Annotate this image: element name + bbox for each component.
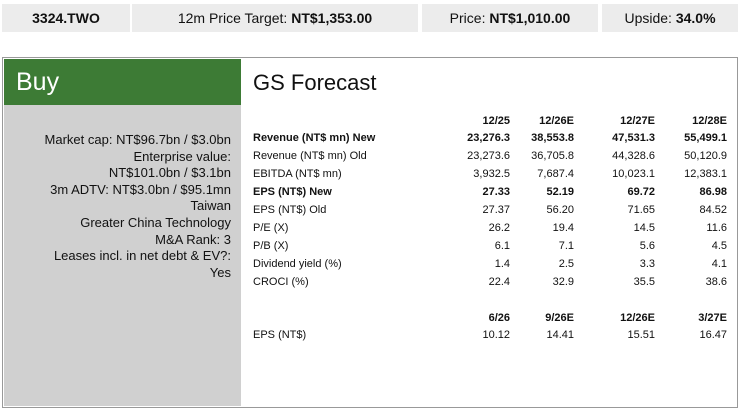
- cell-value: 10.12: [482, 329, 510, 341]
- cell-value: 6.1: [494, 240, 510, 252]
- info-line: Market cap: NT$96.7bn / $3.0bn: [44, 132, 231, 147]
- row-label: P/E (X): [253, 222, 289, 234]
- row-label: CROCI (%): [253, 276, 309, 288]
- cell-value: 5.6: [639, 240, 655, 252]
- cell-value: 27.33: [482, 186, 510, 198]
- cell-value: 52.19: [546, 186, 574, 198]
- row-label: EBITDA (NT$ mn): [253, 168, 342, 180]
- row-label: EPS (NT$): [253, 329, 307, 341]
- info-line: Greater China Technology: [80, 215, 231, 230]
- cell-value: 2.5: [558, 258, 574, 270]
- column-header: 12/26E: [620, 312, 655, 324]
- cell-value: 56.20: [546, 204, 574, 216]
- cell-value: 35.5: [633, 276, 655, 288]
- cell-value: 71.65: [627, 204, 655, 216]
- column-header: 12/25: [482, 115, 510, 127]
- row-label: Revenue (NT$ mn) Old: [253, 150, 367, 162]
- value: 34.0%: [675, 10, 716, 26]
- cell-value: 14.41: [546, 329, 574, 341]
- cell-value: 16.47: [699, 329, 727, 341]
- rating: Buy: [4, 59, 241, 105]
- value: NT$1,353.00: [291, 10, 373, 26]
- info-line: M&A Rank: 3: [155, 231, 231, 247]
- column-header: 12/26E: [539, 115, 574, 127]
- cell-value: 12,383.1: [684, 168, 727, 180]
- label: 12m Price Target:: [177, 10, 288, 26]
- info-line: 3m ADTV: NT$3.0bn / $95.1mn: [50, 181, 231, 197]
- cell-value: 86.98: [699, 186, 727, 198]
- info: Market cap: NT$96.7bn / $3.0bn Enterprise…: [4, 105, 241, 406]
- row-label: Dividend yield (%): [253, 258, 342, 270]
- label: Upside:: [624, 10, 672, 26]
- row-label: Revenue (NT$ mn) New: [253, 132, 376, 144]
- cell-value: 7.1: [558, 240, 574, 252]
- column-header: 12/28E: [692, 115, 727, 127]
- row-label: EPS (NT$) New: [253, 186, 332, 198]
- cell-value: 23,276.3: [467, 132, 510, 144]
- cell-value: 10,023.1: [612, 168, 655, 180]
- forecast-title: GS Forecast: [253, 70, 377, 95]
- cell-value: 32.9: [552, 276, 574, 288]
- cell-value: 36,705.8: [531, 150, 574, 162]
- cell-value: 15.51: [627, 329, 655, 341]
- cell-value: 38.6: [705, 276, 727, 288]
- cell-value: 11.6: [706, 222, 727, 234]
- cell-value: 4.1: [711, 258, 727, 270]
- cell-value: 55,499.1: [684, 132, 727, 144]
- cell-value: 69.72: [627, 186, 655, 198]
- price-target: 12m Price Target: NT$1,353.00: [132, 4, 418, 32]
- cell-value: 27.37: [482, 204, 510, 216]
- cell-value: 23,273.6: [467, 150, 510, 162]
- column-header: 9/26E: [545, 312, 574, 324]
- cell-value: 50,120.9: [684, 150, 727, 162]
- cell-value: 38,553.8: [531, 132, 574, 144]
- price: Price: NT$1,010.00: [422, 4, 598, 32]
- ticker: 3324.TWO: [2, 4, 130, 32]
- row-label: EPS (NT$) Old: [253, 204, 327, 216]
- panel: Buy Market cap: NT$96.7bn / $3.0bn Enterp…: [2, 57, 738, 408]
- cell-value: 44,328.6: [612, 150, 655, 162]
- cell-value: 47,531.3: [612, 132, 655, 144]
- row-label: P/B (X): [253, 240, 289, 252]
- cell-value: 84.52: [699, 204, 727, 216]
- upside: Upside: 34.0%: [602, 4, 738, 32]
- cell-value: 22.4: [488, 276, 510, 288]
- value: NT$1,010.00: [489, 10, 571, 26]
- info-line: NT$101.0bn / $3.1bn: [108, 165, 231, 181]
- cell-value: 19.4: [552, 222, 574, 234]
- column-header: 3/27E: [698, 312, 727, 324]
- column-header: 6/26: [488, 312, 510, 324]
- info-line: Enterprise value:: [133, 148, 231, 164]
- cell-value: 3,932.5: [473, 168, 510, 180]
- cell-value: 7,687.4: [537, 168, 574, 180]
- cell-value: 1.4: [494, 258, 510, 270]
- info-line: Taiwan: [190, 198, 231, 214]
- cell-value: 4.5: [711, 240, 727, 252]
- cell-value: 26.2: [488, 222, 510, 234]
- cell-value: 14.5: [633, 222, 655, 234]
- column-header: 12/27E: [620, 115, 655, 127]
- label: Price:: [449, 10, 486, 26]
- info-line: Yes: [209, 264, 231, 280]
- cell-value: 3.3: [639, 258, 655, 270]
- info-line: Leases incl. in net debt & EV?:: [53, 248, 231, 264]
